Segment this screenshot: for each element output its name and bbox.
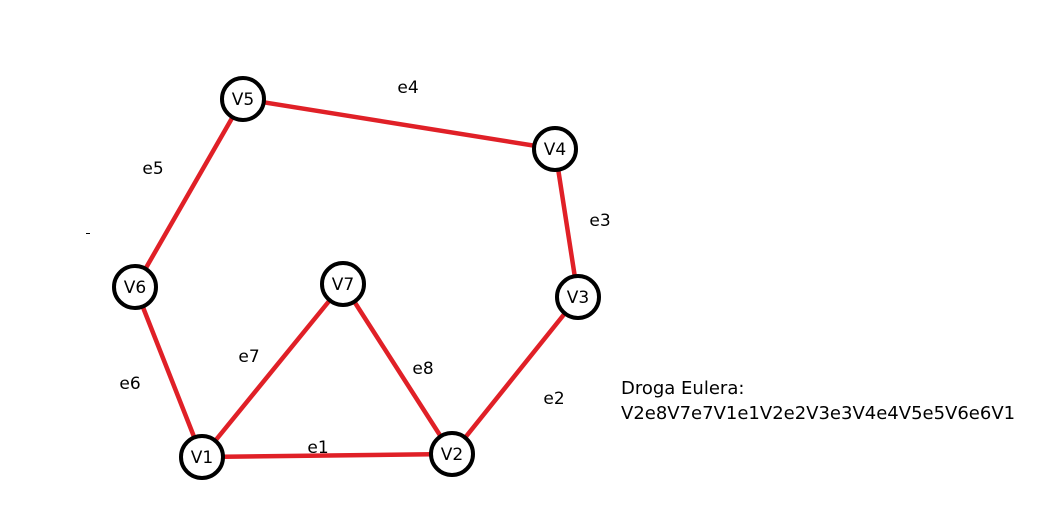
edge-e8 [340, 281, 455, 457]
node-circle-v4 [532, 126, 578, 172]
edge-e7 [199, 281, 346, 460]
stray-mark [86, 233, 90, 234]
edge-e6 [132, 284, 205, 460]
node-v3: V3 [555, 274, 601, 320]
edge-e3 [552, 146, 581, 300]
node-label-v2: V2 [441, 445, 463, 465]
edge-label-e2: e2 [543, 389, 564, 409]
node-label-v6: V6 [124, 278, 146, 298]
edge-e4 [240, 96, 558, 152]
node-label-v5: V5 [232, 90, 254, 110]
edge-label-e1: e1 [307, 438, 328, 458]
node-label-v1: V1 [191, 448, 213, 468]
edges-layer [132, 96, 581, 460]
edge-label-e8: e8 [412, 359, 433, 379]
euler-path-sequence: V2e8V7e7V1e1V2e2V3e3V4e4V5e5V6e6V1 [621, 403, 1016, 424]
node-v1: V1 [179, 434, 225, 480]
node-circle-v2 [429, 431, 475, 477]
node-v5: V5 [220, 76, 266, 122]
node-circle-v1 [179, 434, 225, 480]
node-circle-v6 [112, 264, 158, 310]
node-label-v4: V4 [544, 140, 566, 160]
node-v2: V2 [429, 431, 475, 477]
edge-labels-layer: e1 e2 e3 e4 e5 e6 e7 e8 [119, 78, 610, 458]
node-v7: V7 [320, 261, 366, 307]
node-label-v7: V7 [332, 275, 354, 295]
edge-label-e4: e4 [397, 78, 418, 98]
edge-label-e3: e3 [589, 211, 610, 231]
edge-label-e7: e7 [238, 347, 259, 367]
edge-e2 [449, 294, 581, 457]
node-circle-v5 [220, 76, 266, 122]
edge-e5 [132, 96, 246, 290]
euler-path-title: Droga Eulera: [621, 378, 745, 399]
node-v4: V4 [532, 126, 578, 172]
edge-label-e6: e6 [119, 374, 140, 394]
edge-label-e5: e5 [142, 159, 163, 179]
node-v6: V6 [112, 264, 158, 310]
node-circle-v3 [555, 274, 601, 320]
euler-path-note: Droga Eulera: V2e8V7e7V1e1V2e2V3e3V4e4V5… [621, 376, 1015, 426]
node-label-v3: V3 [567, 288, 589, 308]
node-circle-v7 [320, 261, 366, 307]
nodes-layer: V1 V2 V3 V4 V5 V6 V7 [112, 76, 601, 480]
edge-e1 [199, 451, 455, 460]
